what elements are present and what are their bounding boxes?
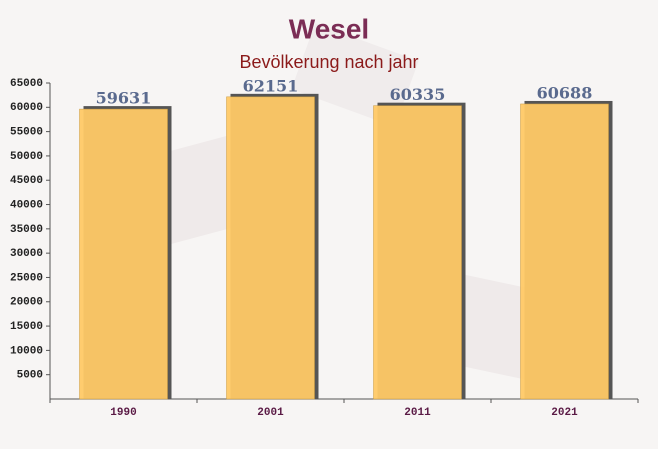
y-tick-label: 5000: [17, 370, 43, 382]
value-label: 59631: [96, 89, 152, 108]
x-tick-label: 2011: [404, 407, 431, 419]
bar: [226, 96, 315, 400]
x-tick-label: 1990: [110, 407, 136, 419]
value-label: 60335: [390, 85, 446, 104]
x-tick-label: 2021: [551, 407, 578, 419]
x-tick-label: 2001: [257, 407, 284, 419]
y-tick-label: 35000: [10, 224, 43, 236]
y-tick-label: 30000: [10, 248, 43, 260]
y-tick-label: 55000: [10, 127, 43, 139]
y-tick-label: 10000: [10, 345, 43, 357]
value-label: 60688: [537, 83, 593, 102]
y-tick-label: 15000: [10, 321, 43, 333]
y-tick-label: 25000: [10, 272, 43, 284]
decoration: [291, 23, 419, 127]
y-tick-label: 45000: [10, 175, 43, 187]
value-label: 62151: [243, 76, 299, 95]
y-tick-label: 60000: [10, 102, 43, 114]
bar: [520, 103, 609, 400]
bar: [373, 105, 462, 400]
y-tick-label: 20000: [10, 297, 43, 309]
y-tick-label: 50000: [10, 151, 43, 163]
bar: [79, 108, 168, 400]
chart-title: Wesel: [289, 13, 369, 44]
y-tick-label: 65000: [10, 78, 43, 90]
y-tick-label: 40000: [10, 199, 43, 211]
chart-subtitle: Bevölkerung nach jahr: [239, 52, 418, 72]
